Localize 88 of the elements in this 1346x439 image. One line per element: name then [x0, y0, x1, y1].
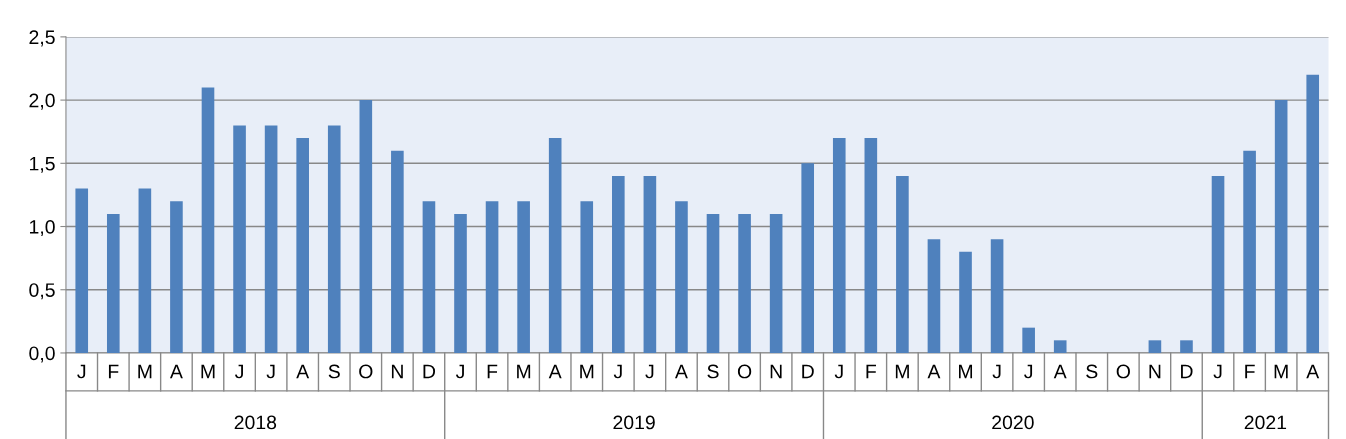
bar	[233, 125, 246, 353]
bar	[643, 175, 657, 353]
bar	[106, 213, 120, 353]
y-tick-label: 1,0	[29, 219, 55, 237]
x-tick-label: A	[675, 364, 688, 379]
x-tick-label: N	[770, 364, 782, 379]
x-tick-label: J	[1213, 364, 1222, 379]
bar	[485, 201, 499, 353]
x-tick-label: J	[613, 364, 622, 379]
bar	[1306, 74, 1320, 353]
y-tick-label: 2,5	[29, 30, 55, 47]
x-tick-label: S	[707, 364, 719, 379]
bar	[1211, 175, 1225, 353]
x-tick-label: J	[834, 364, 843, 379]
text: 2020	[992, 415, 1034, 430]
x-tick-label: F	[866, 364, 876, 379]
x-tick-label: A	[1053, 364, 1067, 379]
bar	[580, 201, 594, 353]
bar	[738, 213, 751, 353]
y-tick-label: 0,5	[29, 283, 55, 300]
x-tick-label: M	[138, 364, 152, 379]
bar	[75, 188, 89, 353]
x-tick-label: A	[548, 364, 562, 379]
bar	[1022, 327, 1035, 353]
bar	[801, 163, 815, 353]
x-tick-label: J	[77, 364, 86, 379]
bar	[548, 138, 562, 353]
x-tick-label: D	[423, 364, 436, 379]
x-tick-label: J	[992, 364, 1001, 379]
bar	[959, 251, 972, 353]
x-tick-label: A	[296, 364, 310, 379]
x-tick-label: A	[1306, 364, 1320, 379]
bar	[675, 201, 688, 353]
bar	[927, 239, 941, 353]
x-tick-label: F	[487, 364, 498, 379]
bar	[1243, 150, 1256, 353]
bar	[454, 213, 467, 353]
x-tick-label: N	[391, 364, 403, 379]
x-tick-label: M	[895, 364, 909, 379]
bar	[896, 175, 909, 353]
x-tick-label: O	[359, 364, 373, 379]
bar	[1180, 340, 1193, 353]
bar	[990, 239, 1004, 353]
bar	[422, 201, 436, 353]
x-tick-label: D	[802, 364, 814, 379]
bar	[170, 201, 183, 353]
x-tick-label: O	[737, 364, 752, 379]
bar	[296, 138, 309, 353]
text: 2019	[613, 415, 655, 430]
x-tick-label: S	[328, 364, 340, 379]
x-tick-label: M	[580, 364, 594, 379]
bar	[138, 188, 152, 353]
bar	[612, 175, 625, 353]
x-tick-label: F	[1245, 364, 1255, 379]
bar	[391, 150, 404, 353]
bar	[706, 213, 720, 353]
x-tick-label: A	[169, 364, 183, 379]
bar	[359, 100, 373, 353]
x-tick-label: S	[1086, 364, 1098, 379]
x-tick-label: N	[1149, 364, 1161, 379]
x-tick-label: O	[1116, 364, 1130, 379]
y-tick-label: 0,0	[29, 346, 55, 363]
x-tick-label: J	[645, 364, 654, 379]
x-tick-label: M	[959, 364, 973, 379]
bar	[1274, 100, 1288, 353]
x-tick-label: J	[1024, 364, 1033, 379]
x-tick-label: J	[235, 364, 243, 379]
x-tick-label: M	[1274, 364, 1288, 379]
bar	[1053, 340, 1067, 353]
x-tick-label: F	[108, 364, 119, 379]
bar	[769, 213, 783, 353]
bar	[201, 87, 215, 353]
bar	[264, 125, 278, 353]
text: 2018	[234, 415, 277, 430]
bar	[327, 125, 341, 353]
x-tick-label: M	[517, 364, 531, 379]
y-tick-label: 1,5	[29, 156, 55, 173]
x-tick-label: M	[201, 364, 215, 379]
bar	[832, 138, 846, 353]
text: 2021	[1244, 415, 1287, 430]
bar	[517, 201, 530, 353]
x-tick-label: J	[266, 364, 275, 379]
x-tick-label: D	[1181, 364, 1193, 379]
y-tick-label: 2,0	[29, 93, 55, 110]
x-tick-label: A	[927, 364, 941, 379]
x-tick-label: J	[455, 364, 464, 379]
bar	[1148, 340, 1162, 353]
bar	[864, 138, 878, 353]
